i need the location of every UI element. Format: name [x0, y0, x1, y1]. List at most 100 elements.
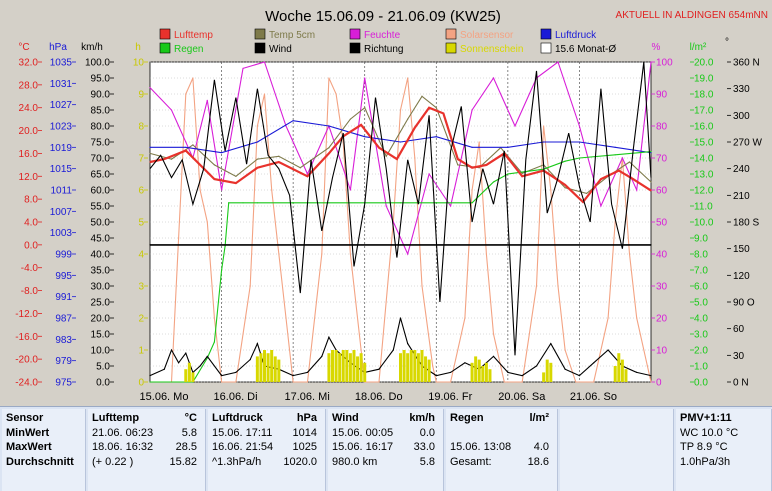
- point-solarsensor: [435, 381, 437, 383]
- legend-swatch-monat: [540, 42, 552, 54]
- point-lufttemp: [632, 178, 634, 180]
- point-wind: [235, 371, 237, 373]
- point-regen: [328, 202, 330, 204]
- legend-swatch-solar: [445, 28, 457, 40]
- legend: Lufttemp Temp 5cm Feuchte Solarsensor Luftdr…: [159, 28, 616, 55]
- stats-row: Regen l/m²: [450, 411, 553, 426]
- tick-hpa: 983: [55, 335, 72, 346]
- point-wind: [321, 355, 323, 357]
- tick-direction: 240: [733, 164, 750, 175]
- stats-row: 18.06. 16:32 28.5: [92, 440, 201, 455]
- point-solarsensor: [178, 237, 180, 239]
- tick-hours: 9: [138, 90, 144, 101]
- stats-row: 980.0 km 5.8: [332, 455, 439, 470]
- tick-kmh: 85.0: [91, 106, 111, 117]
- bar-sun: [338, 353, 342, 382]
- bar-sun: [402, 350, 406, 382]
- tick-direction: 30: [733, 351, 745, 362]
- point-luftdruck: [328, 125, 330, 127]
- point-wind: [550, 343, 552, 345]
- stats-cell-value: 1025: [292, 441, 317, 454]
- tick-kmh: 50.0: [91, 218, 111, 229]
- point-temp-5cm: [256, 158, 258, 160]
- bar-sun: [624, 369, 628, 382]
- bar-sun: [481, 366, 485, 382]
- unit-hours: h: [135, 42, 141, 53]
- tick-rain: 19.0: [694, 74, 714, 85]
- bar-sun: [259, 353, 263, 382]
- point-solarsensor: [199, 189, 201, 191]
- point-solarsensor: [378, 381, 380, 383]
- stats-cell-label: 21.06. 06:23: [92, 426, 154, 439]
- tick-hours: 1: [138, 346, 144, 357]
- point-luftdruck: [256, 141, 258, 143]
- tick-rain: 8.0: [694, 250, 708, 261]
- point-wind: [170, 349, 173, 351]
- tick-rain: 9.0: [694, 234, 708, 245]
- tick-hpa: 1031: [50, 79, 73, 90]
- bar-sun: [484, 362, 488, 382]
- series-richtung: [149, 61, 652, 356]
- tick-celsius: -4.0: [21, 263, 39, 274]
- tick-hours: 2: [138, 314, 144, 325]
- tick-celsius: -16.0: [15, 332, 38, 343]
- point-solarsensor: [220, 381, 223, 383]
- point-regen: [220, 269, 223, 271]
- tick-direction: 300: [733, 111, 750, 122]
- tick-rain: 17.0: [694, 106, 714, 117]
- stats-cell-value: °C: [184, 412, 197, 424]
- legend-swatch-sonne: [445, 42, 457, 54]
- legend-swatch-richtung: [349, 42, 361, 54]
- point-lufttemp: [457, 158, 459, 160]
- tick-hours: 6: [138, 186, 144, 197]
- tick-celsius: 16.0: [19, 149, 39, 160]
- point-wind: [535, 365, 538, 367]
- point-lufttemp: [360, 124, 362, 126]
- point-solarsensor: [335, 93, 337, 95]
- bar-sun: [470, 362, 474, 382]
- point-feuchte: [492, 77, 495, 79]
- bar-sun: [356, 356, 360, 382]
- point-feuchte: [364, 77, 366, 79]
- point-solarsensor: [249, 285, 251, 287]
- point-solarsensor: [550, 189, 552, 191]
- tick-celsius: -12.0: [15, 309, 38, 320]
- stats-panel-empty: [560, 409, 674, 491]
- tick-humidity: 40: [656, 250, 668, 261]
- stats-cell-label: Gesamt:: [450, 455, 492, 468]
- stats-cell-label: 1.0hPa/3h: [680, 455, 731, 468]
- tick-hours: 0: [138, 378, 144, 389]
- point-luftdruck: [578, 141, 581, 143]
- tick-kmh: 35.0: [91, 266, 111, 277]
- unit-celsius: °C: [18, 42, 29, 53]
- point-wind: [507, 371, 509, 373]
- stats-row: Wind km/h: [332, 411, 439, 426]
- tick-rain: 20.0: [694, 58, 714, 69]
- point-regen: [492, 181, 495, 183]
- point-feuchte: [636, 189, 638, 191]
- point-solarsensor: [432, 365, 434, 367]
- bar-sun: [327, 353, 331, 382]
- stats-row: Durchschnitt: [6, 455, 81, 470]
- point-regen: [614, 154, 616, 156]
- point-feuchte: [263, 61, 266, 63]
- tick-rain: 10.0: [694, 218, 714, 229]
- legend-label-lufttemp: Lufttemp: [174, 30, 213, 41]
- point-feuchte: [349, 189, 351, 191]
- x-label: 21.06. So: [570, 391, 617, 403]
- bar-sun: [549, 362, 553, 382]
- legend-swatch-regen: [159, 42, 171, 54]
- point-feuchte: [450, 205, 452, 207]
- unit-hpa: hPa: [49, 42, 67, 53]
- stats-cell-label: WC 10.0 °C: [680, 426, 739, 439]
- tick-kmh: 0.0: [96, 378, 110, 389]
- tick-humidity: 100: [656, 58, 673, 69]
- line-solarsensor: [150, 77, 652, 383]
- point-regen: [564, 160, 566, 162]
- bar-sun: [542, 372, 546, 382]
- point-temp-5cm: [457, 164, 459, 166]
- point-solarsensor: [535, 285, 538, 287]
- stats-panel-lufttemp: Lufttemp °C 21.06. 06:23 5.8 18.06. 16:32 28.…: [88, 409, 206, 491]
- bar-sun: [334, 350, 338, 382]
- tick-rain: 5.0: [694, 298, 708, 309]
